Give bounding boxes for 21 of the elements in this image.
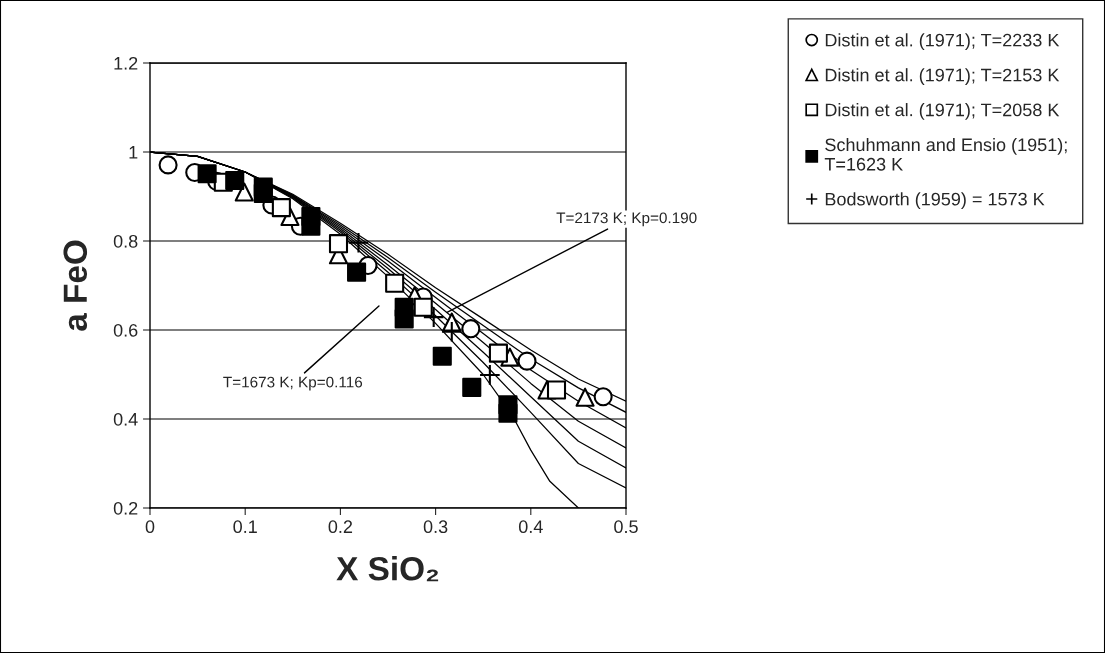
legend-label: Distin et al. (1971); T=2153 K: [825, 68, 1060, 85]
legend-label: Distin et al. (1971); T=2233 K: [825, 33, 1060, 51]
y-tick-label: 1.2: [114, 56, 138, 70]
y-tick-label: 0.6: [113, 323, 138, 337]
y-tick-label: 0.8: [113, 234, 138, 248]
x-tick-label: 0.4: [518, 520, 543, 534]
legend-label: Schuhmann and Ensio (1951); T=1623 K: [824, 137, 1067, 171]
y-tick-label: 0.2: [113, 501, 138, 515]
y-tick-label: 0.4: [113, 412, 138, 426]
y-tick-label: 1: [129, 146, 138, 159]
x-tick-label: 0.2: [328, 520, 353, 534]
annotation: T=2173 K; Kp=0.190: [556, 212, 697, 227]
x-tick-label: 0.3: [423, 520, 448, 534]
legend-label: Distin et al. (1971); T=2058 K: [825, 103, 1060, 120]
y-axis-title: a FeO: [63, 240, 88, 331]
x-axis-title: X SiO₂: [336, 556, 439, 582]
annotation: T=1673 K; Kp=0.116: [223, 376, 363, 391]
x-tick-label: 0.1: [233, 520, 257, 534]
legend-label: Bodsworth (1959) = 1573 K: [825, 192, 1045, 210]
x-tick-label: 0.5: [614, 520, 638, 534]
x-tick-label: 0: [145, 520, 155, 534]
